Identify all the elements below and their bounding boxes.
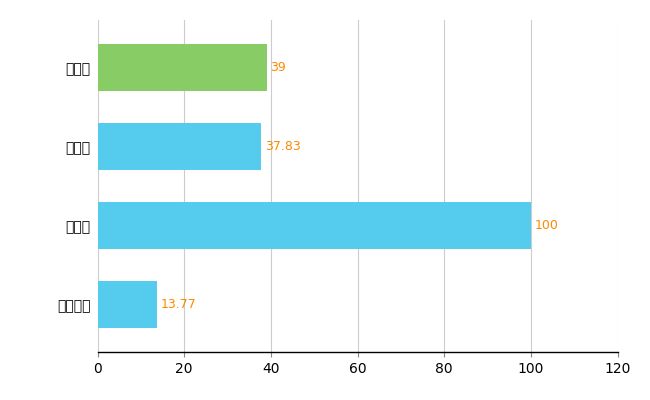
Text: 39: 39 xyxy=(270,61,286,74)
Bar xyxy=(98,123,261,170)
Bar xyxy=(98,281,157,328)
Text: 13.77: 13.77 xyxy=(161,298,196,311)
Bar xyxy=(98,202,531,249)
Text: 37.83: 37.83 xyxy=(265,140,301,153)
Text: 100: 100 xyxy=(534,219,558,232)
Bar xyxy=(98,44,266,91)
